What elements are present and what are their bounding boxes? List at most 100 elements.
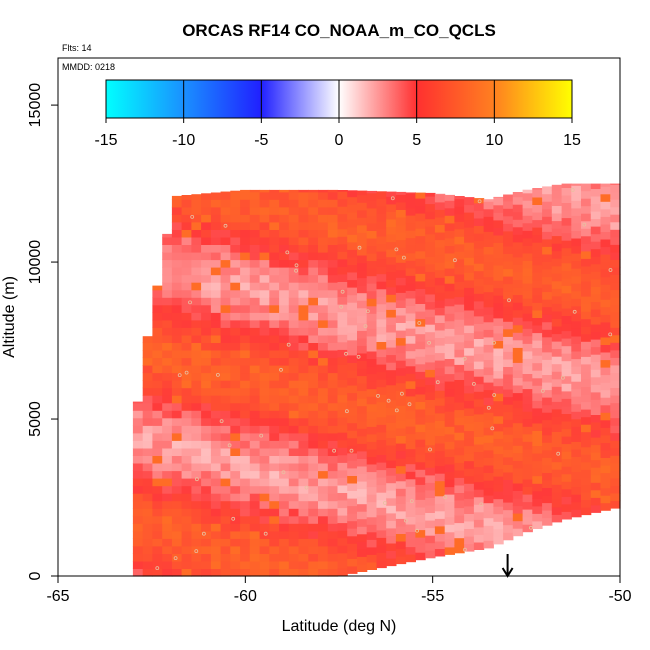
heatmap-cell <box>454 311 465 320</box>
heatmap-cell <box>366 494 377 503</box>
heatmap-cell <box>357 503 368 512</box>
heatmap-cell <box>171 447 183 456</box>
track-point <box>443 495 448 500</box>
heatmap-cell <box>581 363 592 372</box>
heatmap-cell <box>376 243 387 252</box>
heatmap-cell <box>210 214 222 223</box>
track-point <box>194 549 199 553</box>
track-point <box>415 528 420 533</box>
heatmap-cell <box>308 289 319 298</box>
heatmap-cell <box>337 394 348 403</box>
heatmap-cell <box>600 374 611 383</box>
heatmap-cell <box>240 304 251 313</box>
heatmap-cell <box>240 515 251 524</box>
heatmap-cell <box>327 425 339 434</box>
heatmap-cell <box>503 449 514 458</box>
heatmap-cell <box>581 183 592 192</box>
heatmap-cell <box>240 214 251 223</box>
heatmap-cell <box>551 393 563 402</box>
track-point <box>215 372 220 377</box>
heatmap-cell <box>259 523 270 532</box>
heatmap-cell <box>376 311 387 320</box>
heatmap-cell <box>425 444 436 453</box>
heatmap-cell <box>259 402 270 411</box>
heatmap-cell <box>386 226 397 235</box>
heatmap-cell <box>249 357 261 366</box>
heatmap-cell <box>298 312 309 321</box>
heatmap-cell <box>240 189 251 193</box>
heatmap-cell <box>327 508 339 517</box>
heatmap-cell <box>542 216 553 225</box>
heatmap-cell <box>551 220 563 229</box>
heatmap-cell <box>191 252 202 261</box>
heatmap-cell <box>590 203 602 212</box>
heatmap-cell <box>395 533 407 542</box>
heatmap-cell <box>357 322 368 331</box>
heatmap-cell <box>581 348 592 357</box>
heatmap-cell <box>220 380 231 389</box>
heatmap-cell <box>493 302 504 311</box>
heatmap-cell <box>191 538 202 547</box>
heatmap-cell <box>279 312 290 321</box>
heatmap-cell <box>210 500 222 509</box>
heatmap-cell <box>269 327 280 336</box>
heatmap-cell <box>542 336 553 345</box>
heatmap-cell <box>551 514 563 523</box>
heatmap-cell <box>279 334 290 343</box>
colorbar-tick-label: 15 <box>563 132 581 149</box>
heatmap-cell <box>279 417 290 426</box>
heatmap-cell <box>444 381 455 390</box>
heatmap-cell <box>464 317 475 326</box>
heatmap-cell <box>337 206 348 215</box>
heatmap-cell <box>347 204 358 213</box>
heatmap-cell <box>162 372 173 381</box>
heatmap-cell <box>298 478 309 487</box>
heatmap-cell <box>590 339 602 348</box>
heatmap-cell <box>249 244 261 253</box>
heatmap-cell <box>171 327 183 336</box>
heatmap-cell <box>201 365 212 374</box>
heatmap-cell <box>259 500 270 509</box>
heatmap-cell <box>600 389 611 398</box>
heatmap-cell <box>210 252 222 261</box>
heatmap-cell <box>181 365 192 374</box>
heatmap-cell <box>483 427 494 436</box>
heatmap-cell <box>395 201 407 210</box>
heatmap-cell <box>269 515 280 524</box>
heatmap-cell <box>201 545 212 554</box>
heatmap-cell <box>308 417 319 426</box>
heatmap-cell <box>337 341 348 350</box>
heatmap-cell <box>191 327 202 336</box>
heatmap-cell <box>298 545 309 554</box>
heatmap-cell <box>395 191 407 195</box>
heatmap-cell <box>269 523 280 532</box>
heatmap-cell <box>610 327 621 336</box>
heatmap-cell <box>347 362 358 371</box>
heatmap-cell <box>571 366 582 375</box>
heatmap-cell <box>571 343 582 352</box>
heatmap-cell <box>376 537 387 546</box>
heatmap-cell <box>464 505 475 514</box>
heatmap-cell <box>590 406 602 415</box>
heatmap-cell <box>318 455 329 464</box>
heatmap-cell <box>318 500 329 509</box>
heatmap-cell <box>405 260 416 269</box>
heatmap-cell <box>425 407 436 416</box>
colorbar-ticks: -15 -10 -5 0 5 10 15 <box>94 80 581 149</box>
heatmap-cell <box>366 516 377 525</box>
heatmap-cell <box>493 347 504 356</box>
heatmap-cell <box>483 223 494 232</box>
heatmap-cell <box>532 430 543 439</box>
heatmap-cell <box>230 447 241 456</box>
heatmap-cell <box>337 477 348 486</box>
heatmap-cell <box>551 499 563 508</box>
heatmap-cell <box>551 184 563 191</box>
heatmap-cell <box>376 341 387 350</box>
heatmap-cell <box>376 191 387 199</box>
heatmap-cell <box>483 199 494 202</box>
heatmap-cell <box>191 365 202 374</box>
heatmap-cell <box>318 560 329 569</box>
heatmap-cell <box>162 417 173 426</box>
heatmap-cell <box>493 423 504 432</box>
heatmap-cell <box>590 278 602 287</box>
